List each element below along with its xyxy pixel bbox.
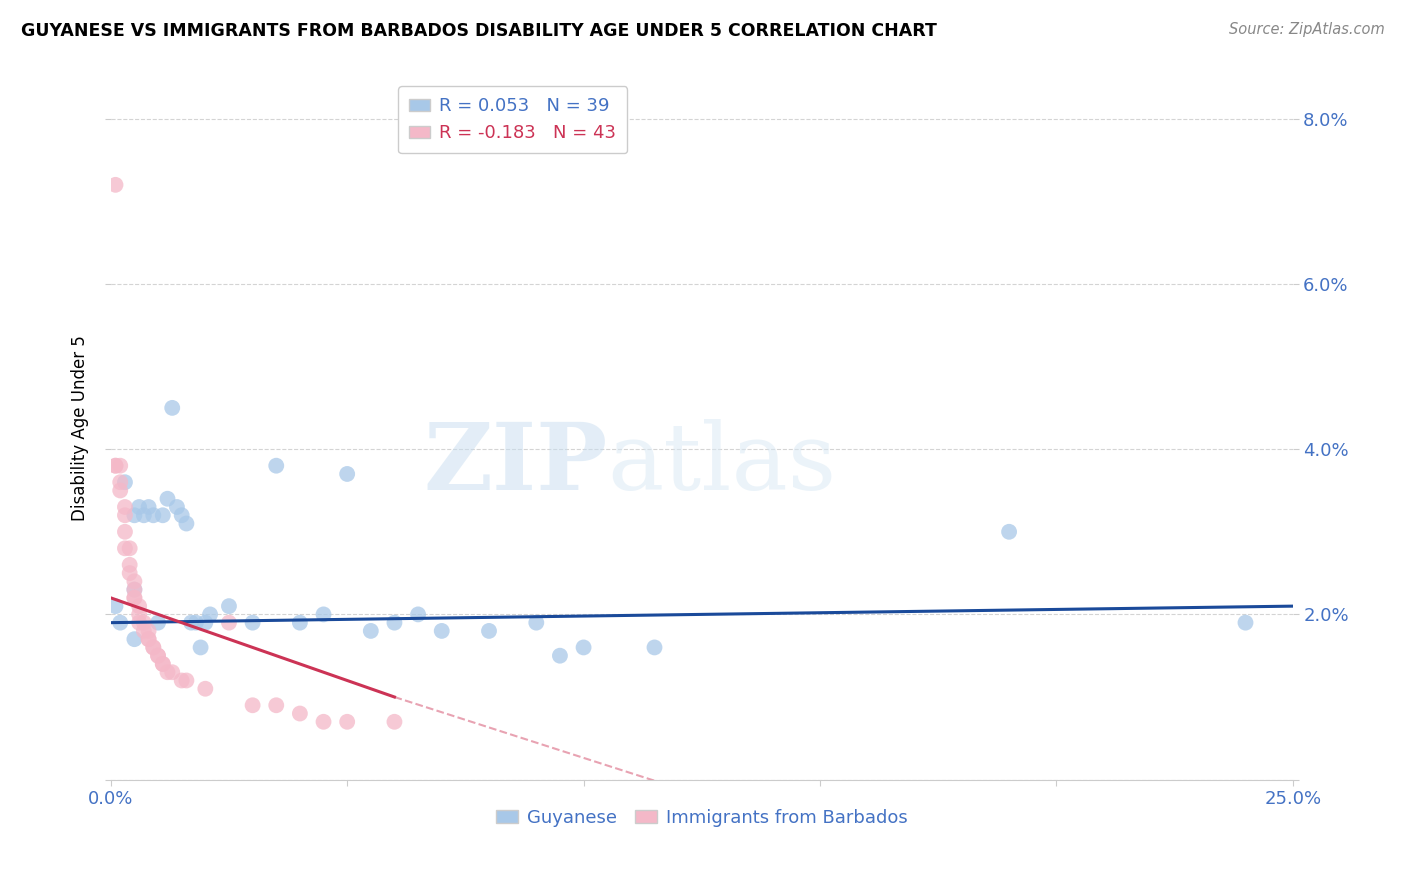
Point xyxy=(104,599,127,614)
Point xyxy=(160,401,183,415)
Point xyxy=(124,632,146,647)
Point xyxy=(312,607,335,622)
Point xyxy=(132,615,155,630)
Point xyxy=(132,508,155,523)
Point xyxy=(118,541,141,556)
Point xyxy=(114,500,136,514)
Point xyxy=(142,508,165,523)
Text: atlas: atlas xyxy=(607,418,837,508)
Point xyxy=(128,500,150,514)
Point xyxy=(194,681,217,696)
Point xyxy=(406,607,429,622)
Point xyxy=(176,673,198,688)
Point xyxy=(242,615,264,630)
Point xyxy=(146,648,169,663)
Legend: Guyanese, Immigrants from Barbados: Guyanese, Immigrants from Barbados xyxy=(489,801,914,834)
Point xyxy=(152,657,174,671)
Point xyxy=(360,624,382,638)
Point xyxy=(138,632,160,647)
Point xyxy=(138,624,160,638)
Point xyxy=(264,458,287,473)
Point xyxy=(998,524,1021,539)
Point xyxy=(118,566,141,580)
Point xyxy=(288,615,311,630)
Point xyxy=(336,714,359,729)
Point xyxy=(104,458,127,473)
Point xyxy=(114,541,136,556)
Point xyxy=(156,491,179,506)
Point xyxy=(176,516,198,531)
Point xyxy=(114,524,136,539)
Point xyxy=(128,615,150,630)
Point xyxy=(104,458,127,473)
Point xyxy=(548,648,571,663)
Point xyxy=(264,698,287,713)
Point xyxy=(124,508,146,523)
Point xyxy=(142,640,165,655)
Point xyxy=(124,591,146,605)
Point xyxy=(430,624,453,638)
Point xyxy=(384,714,406,729)
Point xyxy=(478,624,501,638)
Point xyxy=(138,500,160,514)
Point xyxy=(128,607,150,622)
Point xyxy=(124,582,146,597)
Point xyxy=(184,615,207,630)
Point xyxy=(142,640,165,655)
Point xyxy=(180,615,202,630)
Point xyxy=(118,558,141,572)
Point xyxy=(152,508,174,523)
Point xyxy=(124,574,146,589)
Point xyxy=(110,615,132,630)
Point xyxy=(572,640,595,655)
Point xyxy=(170,508,193,523)
Point xyxy=(1234,615,1257,630)
Text: ZIP: ZIP xyxy=(423,418,607,508)
Point xyxy=(160,665,183,680)
Point xyxy=(218,599,240,614)
Point xyxy=(643,640,665,655)
Point xyxy=(152,657,174,671)
Point xyxy=(110,475,132,490)
Point xyxy=(132,624,155,638)
Point xyxy=(110,483,132,498)
Point xyxy=(194,615,217,630)
Text: GUYANESE VS IMMIGRANTS FROM BARBADOS DISABILITY AGE UNDER 5 CORRELATION CHART: GUYANESE VS IMMIGRANTS FROM BARBADOS DIS… xyxy=(21,22,936,40)
Point xyxy=(104,178,127,192)
Point xyxy=(138,632,160,647)
Point xyxy=(190,640,212,655)
Point xyxy=(384,615,406,630)
Point xyxy=(524,615,547,630)
Point xyxy=(166,500,188,514)
Point xyxy=(110,458,132,473)
Point xyxy=(170,673,193,688)
Point xyxy=(128,599,150,614)
Point xyxy=(124,591,146,605)
Point xyxy=(312,714,335,729)
Point xyxy=(114,475,136,490)
Point xyxy=(288,706,311,721)
Point xyxy=(124,582,146,597)
Point xyxy=(198,607,221,622)
Y-axis label: Disability Age Under 5: Disability Age Under 5 xyxy=(72,335,89,522)
Point xyxy=(146,648,169,663)
Point xyxy=(242,698,264,713)
Text: Source: ZipAtlas.com: Source: ZipAtlas.com xyxy=(1229,22,1385,37)
Point xyxy=(336,467,359,481)
Point xyxy=(156,665,179,680)
Point xyxy=(146,615,169,630)
Point xyxy=(218,615,240,630)
Point xyxy=(114,508,136,523)
